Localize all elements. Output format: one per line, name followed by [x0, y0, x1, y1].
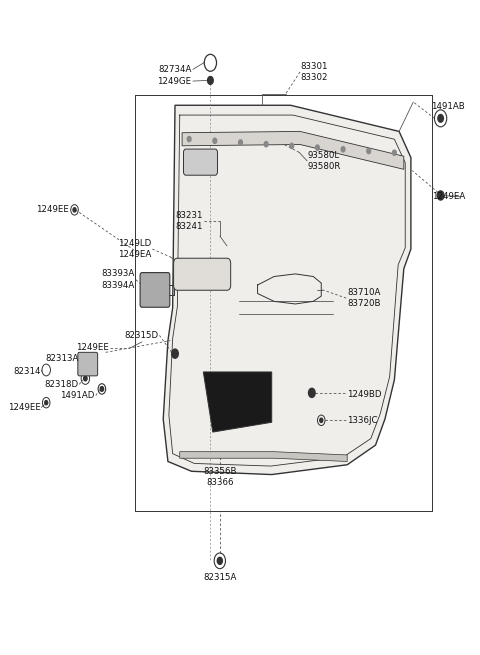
- FancyBboxPatch shape: [78, 352, 97, 376]
- Circle shape: [84, 376, 87, 381]
- Text: 1249EE: 1249EE: [36, 206, 69, 214]
- Text: 83356B: 83356B: [203, 467, 237, 476]
- Circle shape: [290, 143, 294, 149]
- Text: 83710A: 83710A: [347, 288, 381, 297]
- Text: 83720B: 83720B: [347, 299, 381, 308]
- Circle shape: [45, 401, 48, 405]
- Polygon shape: [163, 105, 411, 475]
- Text: 1249EE: 1249EE: [76, 343, 109, 352]
- Text: 82734A: 82734A: [158, 65, 192, 74]
- Text: 82314: 82314: [13, 367, 40, 376]
- Text: 82313A: 82313A: [45, 354, 78, 364]
- Text: 93580R: 93580R: [307, 162, 340, 170]
- Text: 82318D: 82318D: [44, 380, 78, 389]
- Circle shape: [367, 149, 371, 154]
- Text: 83301: 83301: [300, 62, 327, 71]
- Text: 1491AD: 1491AD: [60, 391, 95, 400]
- Circle shape: [341, 147, 345, 152]
- Text: 82315A: 82315A: [203, 572, 237, 582]
- FancyBboxPatch shape: [140, 272, 170, 307]
- Text: 83231: 83231: [176, 210, 204, 219]
- Text: 1249EA: 1249EA: [118, 250, 151, 259]
- Circle shape: [100, 386, 104, 391]
- Text: 93580L: 93580L: [307, 151, 339, 160]
- Text: 82315D: 82315D: [124, 331, 158, 340]
- Circle shape: [437, 191, 444, 200]
- Circle shape: [213, 138, 216, 143]
- Circle shape: [264, 141, 268, 147]
- Text: 1249EA: 1249EA: [432, 193, 465, 201]
- Text: 1249EE: 1249EE: [8, 403, 40, 412]
- Text: 83394A: 83394A: [102, 280, 135, 290]
- Circle shape: [187, 136, 191, 141]
- Circle shape: [73, 208, 76, 212]
- Text: 83302: 83302: [300, 73, 327, 83]
- Text: 83366: 83366: [206, 478, 234, 487]
- Polygon shape: [204, 372, 272, 432]
- Text: 83241: 83241: [176, 221, 204, 231]
- Circle shape: [207, 77, 213, 84]
- Text: 1336JC: 1336JC: [347, 416, 378, 425]
- Text: 83393A: 83393A: [102, 269, 135, 278]
- Text: 1491AB: 1491AB: [432, 102, 465, 111]
- Circle shape: [172, 349, 178, 358]
- Text: 1249LD: 1249LD: [118, 239, 151, 248]
- Circle shape: [315, 145, 319, 150]
- FancyBboxPatch shape: [174, 258, 231, 290]
- Polygon shape: [180, 452, 347, 462]
- Circle shape: [393, 150, 396, 155]
- FancyBboxPatch shape: [183, 149, 217, 175]
- Text: 1249GE: 1249GE: [157, 77, 192, 86]
- Circle shape: [320, 419, 323, 422]
- Circle shape: [239, 140, 242, 145]
- Circle shape: [309, 388, 315, 398]
- Polygon shape: [182, 132, 404, 170]
- Circle shape: [217, 557, 222, 565]
- Circle shape: [438, 115, 444, 122]
- Text: 1249BD: 1249BD: [347, 390, 382, 399]
